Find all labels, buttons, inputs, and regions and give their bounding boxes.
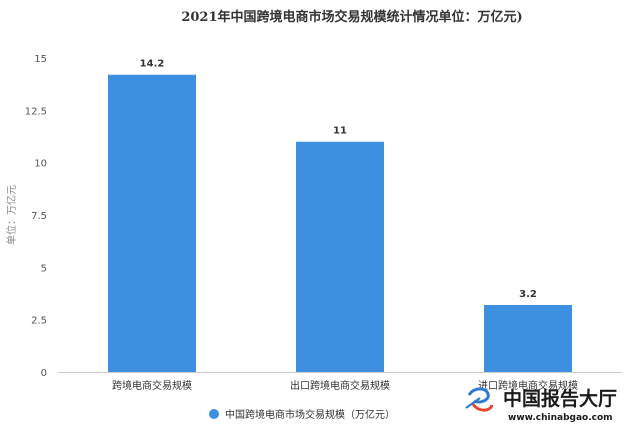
y-tick-label: 10 <box>34 159 47 170</box>
x-tick-label: 跨境电商交易规模 <box>112 379 192 392</box>
data-label: 11 <box>333 126 347 137</box>
y-tick-label: 12.5 <box>25 106 47 117</box>
bars: 14.2 11 3.2 <box>108 59 572 372</box>
y-axis: 0 2.5 5 7.5 10 12.5 15 <box>25 54 47 379</box>
y-tick-label: 7.5 <box>31 211 47 222</box>
x-axis: 跨境电商交易规模 出口跨境电商交易规模 进口跨境电商交易规模 <box>58 372 622 392</box>
y-axis-label: 单位：万亿元 <box>5 185 18 245</box>
bar[interactable] <box>296 141 384 372</box>
legend-label: 中国跨境电商市场交易规模（万亿元） <box>225 408 395 421</box>
watermark: 中国报告大厅 www.chinabgao.com <box>465 387 617 423</box>
x-tick-label: 出口跨境电商交易规模 <box>290 379 390 392</box>
y-tick-label: 2.5 <box>31 316 47 327</box>
watermark-url: www.chinabgao.com <box>508 413 613 423</box>
watermark-brand: 中国报告大厅 <box>503 387 617 410</box>
chart-title: 2021年中国跨境电商市场交易规模统计情况单位：万亿元) <box>181 9 522 25</box>
legend[interactable]: 中国跨境电商市场交易规模（万亿元） <box>209 408 395 421</box>
bar[interactable] <box>484 305 572 372</box>
x-tick-label: 进口跨境电商交易规模 <box>478 379 578 392</box>
y-tick-label: 5 <box>41 263 47 274</box>
y-tick-label: 15 <box>34 54 47 65</box>
y-tick-label: 0 <box>41 368 47 379</box>
legend-swatch <box>209 409 219 419</box>
bar[interactable] <box>108 74 196 372</box>
chinabgao-logo-icon <box>465 387 494 412</box>
data-label: 3.2 <box>519 289 537 300</box>
data-label: 14.2 <box>140 59 165 70</box>
